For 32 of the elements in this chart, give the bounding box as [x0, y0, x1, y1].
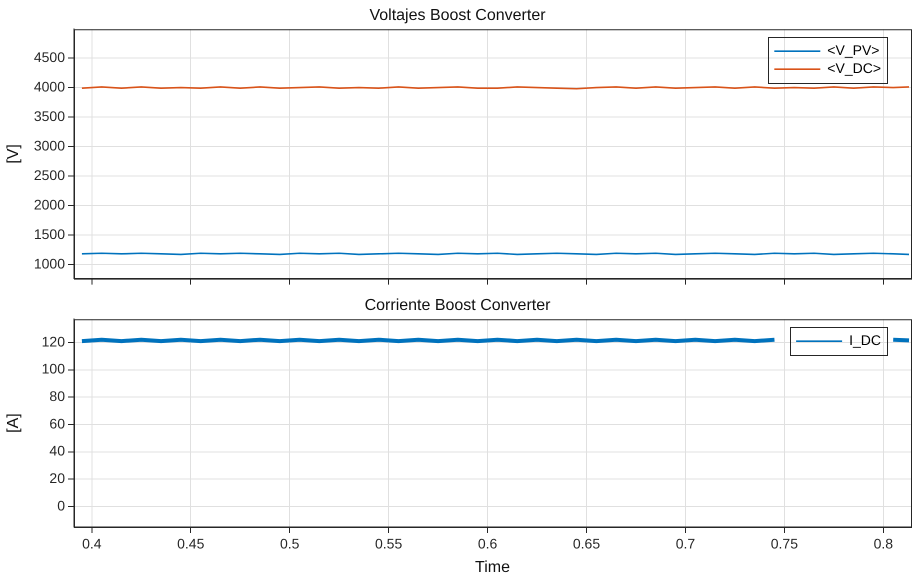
x-axis-title: Time: [475, 558, 510, 576]
x-tick-label: 0.8: [874, 535, 894, 552]
y-axis-title: [A]: [5, 413, 22, 433]
legend-label: <V_PV>: [827, 42, 880, 58]
x-tick-label: 0.55: [374, 535, 402, 552]
x-tick-label: 0.65: [572, 535, 600, 552]
x-tick-label: 0.45: [177, 535, 205, 552]
y-tick-label: 20: [49, 470, 66, 486]
y-tick-label: 1500: [34, 226, 66, 242]
y-tick-label: 4500: [34, 48, 66, 65]
y-tick-label: 120: [42, 333, 66, 350]
y-axis-title: [V]: [5, 144, 22, 164]
x-tick-label: 0.7: [676, 535, 696, 552]
y-tick-label: 0: [57, 497, 66, 514]
x-tick-label: 0.5: [280, 535, 300, 552]
y-tick-label: 1000: [34, 255, 66, 272]
y-tick-label: 2000: [34, 196, 66, 212]
legend-label: <V_DC>: [827, 60, 882, 76]
y-tick-label: 40: [49, 442, 66, 459]
x-tick-label: 0.75: [770, 535, 798, 552]
y-tick-label: 2500: [34, 166, 66, 183]
y-tick-label: 3000: [34, 137, 66, 154]
y-tick-label: 60: [49, 415, 66, 432]
y-tick-label: 3500: [34, 108, 66, 124]
y-tick-label: 4000: [34, 78, 66, 94]
series-label: I_DC: [849, 332, 882, 348]
chart-title: Voltajes Boost Converter: [369, 7, 546, 24]
x-tick-label: 0.4: [82, 535, 102, 552]
y-tick-label: 80: [49, 388, 66, 404]
y-tick-label: 100: [42, 360, 66, 377]
chart-title: Corriente Boost Converter: [364, 297, 552, 314]
x-tick-label: 0.6: [478, 535, 498, 552]
